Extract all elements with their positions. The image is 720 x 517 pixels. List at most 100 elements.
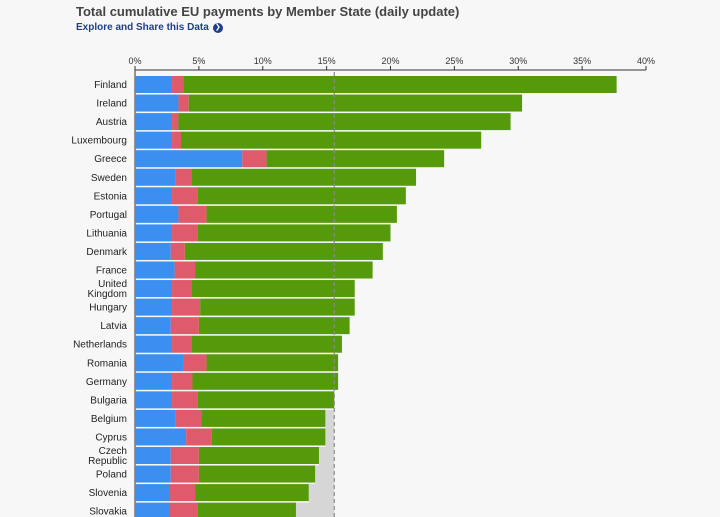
category-label-line: Portugal <box>90 210 127 221</box>
bar-segment[interactable] <box>169 484 196 502</box>
category-label: Finland <box>94 80 127 91</box>
category-label: Poland <box>96 470 127 481</box>
bar-segment[interactable] <box>135 409 176 427</box>
bar-segment[interactable] <box>191 335 342 353</box>
bar-segment[interactable] <box>172 280 192 298</box>
bar-segment[interactable] <box>198 447 319 464</box>
bar-segment[interactable] <box>172 76 184 93</box>
bar-segment[interactable] <box>197 187 406 205</box>
category-label: Luxembourg <box>71 136 127 147</box>
explore-share-link[interactable]: Explore and Share this Data ❯ <box>76 22 223 33</box>
bar-segment[interactable] <box>178 205 207 223</box>
category-label: Hungary <box>89 303 127 314</box>
bar-segment[interactable] <box>135 484 170 502</box>
bar-segment[interactable] <box>135 242 171 260</box>
bar-segment[interactable] <box>135 150 243 168</box>
category-label: Ireland <box>96 99 127 110</box>
category-label-line: Romania <box>87 358 127 369</box>
bar-segment[interactable] <box>183 354 207 372</box>
bar-segment[interactable] <box>169 502 198 517</box>
bar-segment[interactable] <box>135 354 184 372</box>
bar-segment[interactable] <box>178 94 189 112</box>
bar-segment[interactable] <box>172 372 193 390</box>
bar-segment[interactable] <box>135 280 173 298</box>
bar-segment[interactable] <box>170 465 199 483</box>
category-label-line: France <box>96 266 128 277</box>
bar-segment[interactable] <box>172 224 198 242</box>
bar-segment[interactable] <box>183 76 617 93</box>
bar-segment[interactable] <box>191 168 417 186</box>
category-label-line: United <box>98 279 127 290</box>
bar-segment[interactable] <box>200 298 355 316</box>
bar-segment[interactable] <box>172 391 198 409</box>
x-tick-label: 25% <box>445 56 463 66</box>
bar-segment[interactable] <box>198 317 350 335</box>
bar-segment[interactable] <box>180 131 482 149</box>
bar-segment[interactable] <box>135 113 173 131</box>
category-label: Lithuania <box>86 228 127 239</box>
bar-segment[interactable] <box>178 113 511 131</box>
bar-segment[interactable] <box>135 205 179 223</box>
category-label-line: Luxembourg <box>71 136 127 147</box>
bar-segment[interactable] <box>135 447 171 464</box>
category-label-line: Republic <box>88 456 127 467</box>
bar-segment[interactable] <box>206 354 339 372</box>
bar-segment[interactable] <box>201 409 326 427</box>
bar-segment[interactable] <box>175 168 192 186</box>
bar-segment[interactable] <box>188 94 523 112</box>
bar-segment[interactable] <box>135 94 179 112</box>
x-tick-label: 40% <box>637 56 655 66</box>
bar-segment[interactable] <box>197 224 391 242</box>
bar-segment[interactable] <box>135 131 173 149</box>
bar-segment[interactable] <box>191 280 355 298</box>
bar-segment[interactable] <box>186 428 212 446</box>
bar-segment[interactable] <box>170 447 199 464</box>
bar-segment[interactable] <box>172 113 179 131</box>
bar-segment[interactable] <box>242 150 267 168</box>
bar-segment[interactable] <box>170 242 185 260</box>
bar-segment[interactable] <box>135 372 173 390</box>
bar-segment[interactable] <box>211 428 326 446</box>
category-label-line: Denmark <box>86 247 128 258</box>
bar-segment[interactable] <box>184 242 383 260</box>
bar-segment[interactable] <box>135 317 171 335</box>
reference-shade <box>318 447 335 467</box>
bar-segment[interactable] <box>135 298 173 316</box>
category-label-line: Kingdom <box>88 289 127 300</box>
bar-segment[interactable] <box>206 205 397 223</box>
bar-segment[interactable] <box>197 391 335 409</box>
category-label: France <box>96 266 128 277</box>
bar-segment[interactable] <box>135 187 173 205</box>
bar-segment[interactable] <box>135 391 173 409</box>
bar-segment[interactable] <box>195 261 373 279</box>
reference-shade <box>315 465 335 485</box>
bar-segment[interactable] <box>135 465 171 483</box>
category-label-line: Bulgaria <box>90 395 127 406</box>
bar-segment[interactable] <box>266 150 445 168</box>
x-tick-label: 20% <box>381 56 399 66</box>
bar-segment[interactable] <box>172 131 181 149</box>
bar-segment[interactable] <box>175 409 202 427</box>
bar-segment[interactable] <box>195 484 309 502</box>
bar-segment[interactable] <box>135 224 173 242</box>
category-label: Slovenia <box>89 488 128 499</box>
bar-segment[interactable] <box>135 502 170 517</box>
bar-segment[interactable] <box>172 187 198 205</box>
bar-segment[interactable] <box>174 261 196 279</box>
bar-segment[interactable] <box>172 298 201 316</box>
bar-segment[interactable] <box>135 428 187 446</box>
category-label: United Kingdom <box>88 279 127 300</box>
explore-share-label: Explore and Share this Data <box>76 22 209 33</box>
bar-segment[interactable] <box>135 261 175 279</box>
bar-segment[interactable] <box>135 76 173 93</box>
bar-segment[interactable] <box>135 168 176 186</box>
bar-segment[interactable] <box>198 465 316 483</box>
bar-segment[interactable] <box>135 335 173 353</box>
bar-segment[interactable] <box>192 372 339 390</box>
category-label: Austria <box>96 117 128 128</box>
bar-segment[interactable] <box>170 317 199 335</box>
bar-segment[interactable] <box>172 335 192 353</box>
category-label: Latvia <box>100 321 127 332</box>
bar-segment[interactable] <box>197 502 296 517</box>
